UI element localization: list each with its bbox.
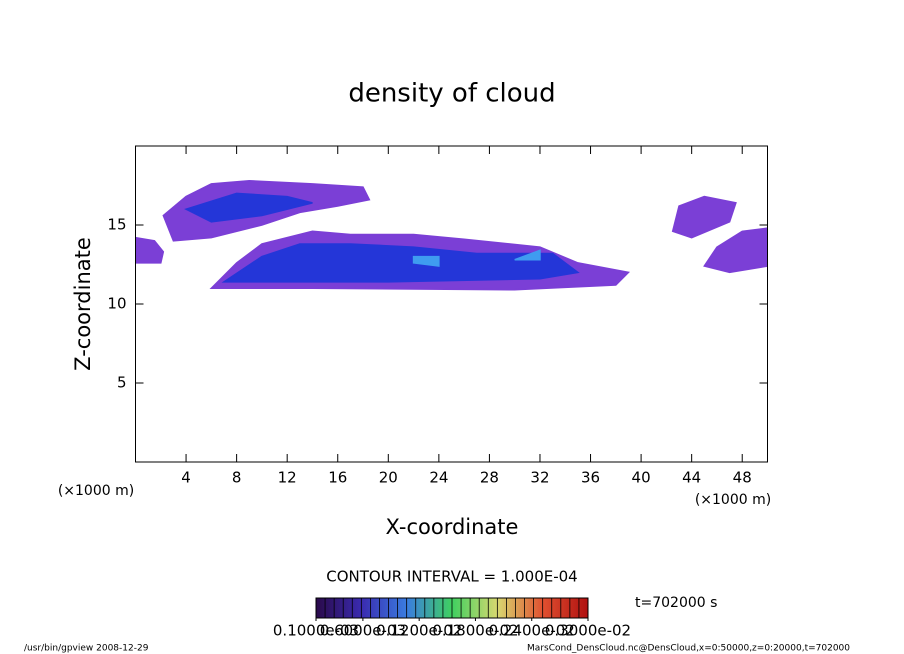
y-axis-label: Z-coordinate [71,237,95,371]
cloud-region [135,236,165,264]
footer-right: MarsCond_DensCloud.nc@DensCloud,x=0:5000… [527,644,850,654]
x-unit: (×1000 m) [695,492,771,508]
colorbar-tick-label: 0.1200e-02 [376,622,462,640]
colorbar-tick-label: 0.3000e-02 [545,622,631,640]
x-tick-label: 4 [181,469,191,487]
colorbar-tick-label: 0.6000e-03 [320,622,406,640]
x-tick-label: 32 [530,469,549,487]
contour-interval: CONTOUR INTERVAL = 1.000E-04 [326,568,577,586]
cloud-region [221,243,580,283]
cloud-region [514,249,541,261]
x-tick-label: 20 [379,469,398,487]
x-tick-label: 24 [429,469,448,487]
x-tick-label: 12 [278,469,297,487]
y-tick-label: 5 [117,374,127,392]
plot-area [135,180,768,291]
y-tick-label: 10 [107,295,126,313]
time-label: t=702000 s [635,595,717,611]
x-tick-label: 28 [480,469,499,487]
colorbar-tick-label: 0.1800e-02 [432,622,518,640]
colorbar-tick-label: 0.2400e-02 [489,622,575,640]
cloud-region [412,255,440,267]
cloud-region [671,195,737,239]
x-tick-label: 48 [733,469,752,487]
cloud-region [184,192,313,223]
colorbar-tick-label: 0.1000e-03 [273,622,359,640]
x-axis-label: X-coordinate [386,515,519,539]
x-tick-label: 8 [232,469,242,487]
cloud-region [703,227,768,274]
footer-left: /usr/bin/gpview 2008-12-29 [24,644,149,654]
x-tick-label: 40 [632,469,651,487]
y-tick-label: 15 [107,216,126,234]
x-tick-label: 36 [581,469,600,487]
x-tick-label: 44 [682,469,701,487]
x-tick-label: 16 [328,469,347,487]
y-unit: (×1000 m) [58,483,134,499]
chart-title: density of cloud [348,79,555,109]
